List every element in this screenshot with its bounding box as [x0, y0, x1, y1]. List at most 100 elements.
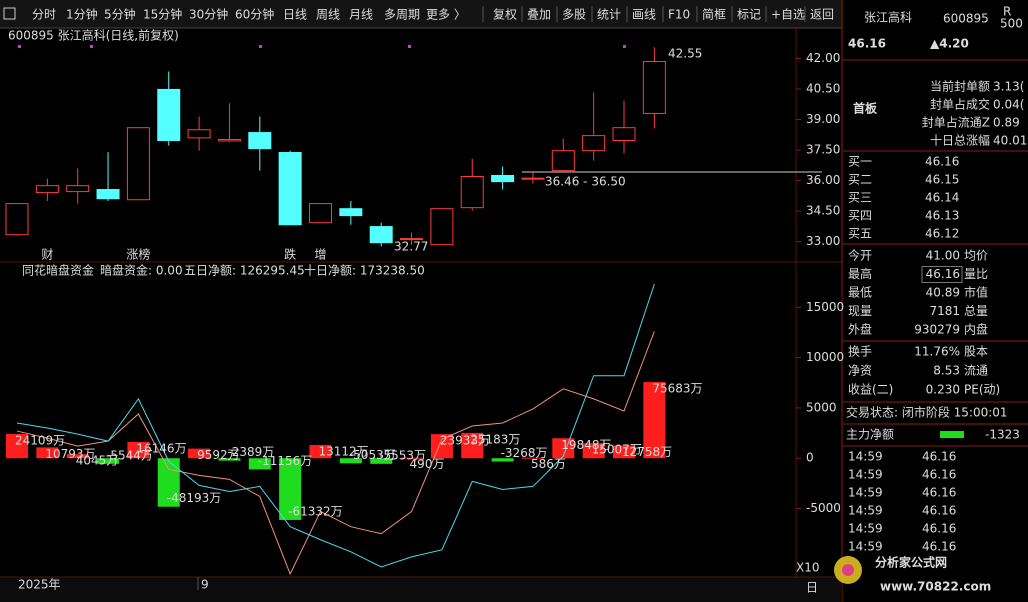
- seal-label: 十日总涨幅: [930, 133, 990, 148]
- flow-label: -2389万: [227, 445, 274, 459]
- bid-label: 买三: [848, 191, 872, 205]
- stat-label: 外盘: [848, 322, 872, 337]
- trade-price: 46.16: [922, 504, 956, 518]
- toolbar-tab[interactable]: 更多 〉: [426, 8, 466, 22]
- time-bar: [0, 577, 842, 602]
- toolbar-button[interactable]: 叠加: [527, 8, 551, 22]
- trade-price: 46.16: [922, 486, 956, 500]
- menu-icon[interactable]: [3, 7, 16, 20]
- stat-label: 净资: [848, 364, 872, 378]
- watermark-name: 分析家公式网: [875, 555, 947, 570]
- toolbar-tab[interactable]: 15分钟: [143, 7, 182, 22]
- stat-value: 46.16: [926, 267, 960, 281]
- high-label: 42.55: [668, 47, 702, 61]
- flow-bar: [643, 382, 666, 459]
- candle-body: [217, 138, 241, 142]
- y-tick-label: 36.00: [806, 173, 840, 187]
- toolbar-button[interactable]: F10: [668, 8, 690, 22]
- price-change: ▲4.20: [930, 37, 969, 51]
- flow-bar: [552, 438, 575, 459]
- toolbar-button[interactable]: +自选: [771, 8, 805, 22]
- flow-label: 10793万: [45, 447, 95, 461]
- toolbar-tab[interactable]: 日线: [283, 8, 307, 22]
- toolbar-tab[interactable]: 60分钟: [235, 7, 274, 22]
- signal-dot: [623, 45, 626, 48]
- flow-label: -61332万: [288, 504, 343, 518]
- toolbar-tab[interactable]: 月线: [349, 8, 373, 22]
- flow-label: 9592万: [197, 448, 240, 462]
- toolbar-button[interactable]: 标记: [737, 8, 761, 22]
- flow-bar: [127, 441, 150, 459]
- stat-value: 0.230: [926, 383, 960, 397]
- stat-label: 股本: [964, 345, 988, 359]
- period-label: 日: [806, 581, 818, 595]
- flow-label: 19848万: [561, 438, 611, 452]
- flow-bar: [461, 432, 484, 459]
- y-tick-label: 34.50: [806, 204, 840, 218]
- badge: R: [1003, 5, 1011, 19]
- stock-code: 600895: [943, 12, 989, 26]
- zoom-label: X10: [796, 561, 820, 575]
- trade-time: 14:59: [848, 540, 883, 554]
- toolbar-button[interactable]: 多股: [562, 8, 586, 22]
- logo-core: [842, 564, 854, 576]
- trade-time: 14:59: [848, 522, 883, 536]
- trade-price: 46.16: [922, 450, 956, 464]
- bid-label: 买二: [848, 173, 872, 187]
- indicator-label: 暗盘资金: 0.00: [100, 263, 183, 278]
- toolbar-tab[interactable]: 5分钟: [104, 7, 136, 22]
- y-tick-label: 37.50: [806, 143, 840, 157]
- stat-label: 换手: [848, 345, 872, 359]
- candle-body: [35, 185, 59, 194]
- candle-body: [491, 175, 515, 183]
- candle-body: [278, 152, 302, 226]
- trade-time: 14:59: [848, 486, 883, 500]
- toolbar-tab[interactable]: 30分钟: [189, 7, 228, 22]
- stat-label: 最高: [848, 266, 872, 281]
- signal-dot: [408, 45, 411, 48]
- toolbar-tab[interactable]: 周线: [316, 8, 340, 22]
- stat-label: 内盘: [964, 322, 988, 337]
- toolbar: [0, 0, 842, 28]
- flow-label: -3268万: [501, 446, 548, 460]
- year-label: 2025年: [18, 578, 61, 592]
- flow-bar: [370, 458, 393, 464]
- stat-box: [921, 266, 963, 283]
- flow-label: 490万: [410, 457, 445, 471]
- y-tick-label: 15000: [806, 300, 844, 314]
- flow-label: 16146万: [136, 441, 186, 455]
- toolbar-tab[interactable]: 多周期: [384, 8, 420, 22]
- toolbar-button[interactable]: 复权: [493, 8, 517, 22]
- toolbar-tab[interactable]: 1分钟: [66, 7, 98, 22]
- toolbar-button[interactable]: 画线: [632, 8, 656, 22]
- toolbar-button[interactable]: 简框: [702, 8, 726, 22]
- stat-label: 总量: [964, 304, 988, 318]
- candle-body: [430, 208, 454, 246]
- stat-label: 均价: [964, 249, 988, 263]
- indicator-title: 同花暗盘资金: [22, 263, 94, 278]
- flow-bar: [582, 443, 605, 459]
- flow-label: -5553万: [379, 448, 426, 462]
- candle-body: [126, 127, 150, 201]
- candle-body: [187, 129, 211, 139]
- candle-body: [400, 238, 424, 241]
- trade-price: 46.16: [922, 540, 956, 554]
- toolbar-button[interactable]: 统计: [597, 8, 621, 22]
- flow-bar: [521, 457, 544, 459]
- stat-value: 11.76%: [914, 345, 960, 359]
- signal-dot: [259, 45, 262, 48]
- y-tick-label: 10000: [806, 350, 844, 364]
- toolbar-button[interactable]: 返回: [810, 8, 834, 22]
- flow-bar: [309, 445, 332, 459]
- stat-label: PE(动): [964, 383, 1000, 397]
- flow-label: 75683万: [652, 382, 702, 396]
- flow-label: 12758万: [622, 445, 672, 459]
- candle-body: [551, 150, 575, 172]
- toolbar-tab[interactable]: 分时: [32, 8, 56, 22]
- flow-bar: [36, 447, 59, 459]
- flow-label: -48193万: [167, 491, 222, 505]
- stock-name: 张江高科: [864, 10, 912, 25]
- low-label: 32.77: [394, 240, 428, 254]
- trade-time: 14:59: [848, 504, 883, 518]
